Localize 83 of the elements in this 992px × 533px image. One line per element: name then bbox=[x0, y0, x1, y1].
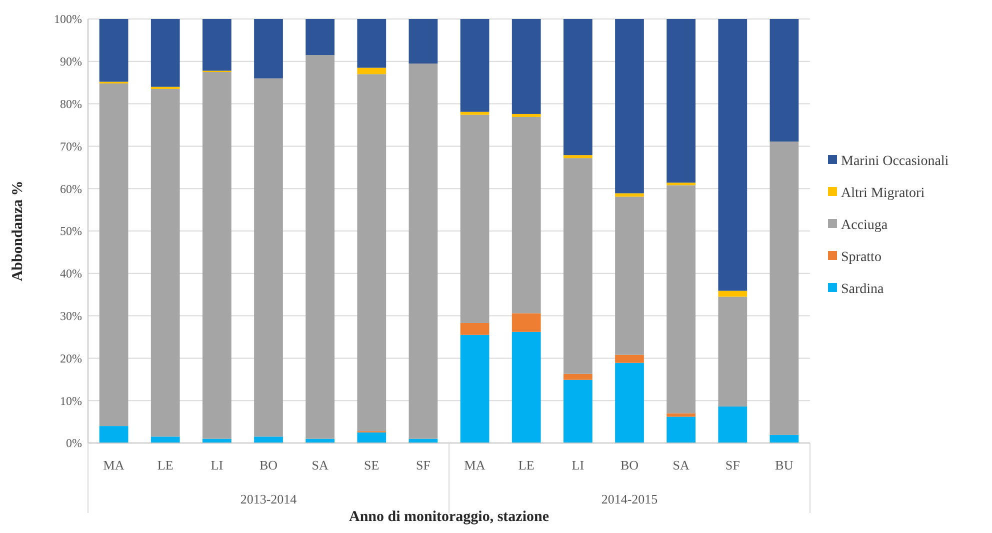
legend-label: Spratto bbox=[841, 250, 882, 265]
bar bbox=[254, 436, 283, 443]
bar bbox=[563, 380, 592, 443]
bar bbox=[512, 313, 541, 332]
bar bbox=[770, 19, 799, 142]
y-tick-label: 60% bbox=[60, 182, 82, 196]
y-tick-label: 100% bbox=[54, 12, 82, 26]
bar bbox=[150, 88, 180, 437]
bar bbox=[563, 374, 592, 380]
x-axis-title: Anno di monitoraggio, stazione bbox=[348, 509, 550, 525]
bar bbox=[408, 19, 438, 64]
bar bbox=[99, 83, 128, 426]
bar bbox=[357, 19, 386, 68]
y-tick-label: 40% bbox=[60, 266, 82, 281]
y-tick-label: 30% bbox=[60, 309, 82, 323]
bar bbox=[460, 114, 490, 324]
bar bbox=[357, 68, 386, 74]
bar bbox=[512, 116, 541, 314]
bar bbox=[666, 19, 696, 183]
y-tick-label: 70% bbox=[60, 139, 82, 154]
bar bbox=[254, 19, 283, 78]
bar bbox=[563, 158, 592, 374]
bar bbox=[563, 19, 592, 156]
bar bbox=[408, 64, 438, 439]
bar bbox=[150, 436, 180, 443]
bar bbox=[150, 19, 180, 87]
bar bbox=[202, 19, 232, 71]
x-tick-label: MA bbox=[103, 458, 125, 473]
bar bbox=[254, 78, 283, 437]
x-tick-label: SE bbox=[364, 458, 380, 473]
x-tick-label: BO bbox=[620, 458, 639, 473]
bar bbox=[512, 114, 541, 117]
bar bbox=[99, 426, 128, 443]
bar bbox=[357, 432, 386, 443]
bar bbox=[615, 354, 644, 363]
x-tick-label: LE bbox=[518, 458, 534, 473]
bar bbox=[99, 19, 128, 82]
bar bbox=[512, 19, 541, 114]
x-tick-label: SA bbox=[672, 458, 690, 473]
x-tick-label: SF bbox=[416, 458, 430, 473]
bar bbox=[512, 332, 541, 443]
bar bbox=[460, 112, 490, 115]
bar bbox=[718, 406, 748, 443]
bar bbox=[666, 182, 696, 186]
bar bbox=[306, 55, 335, 439]
bar bbox=[666, 185, 696, 414]
legend-label: Altri Migratori bbox=[841, 186, 925, 201]
bar bbox=[615, 362, 644, 443]
bar bbox=[770, 142, 799, 435]
bar bbox=[460, 19, 490, 112]
bar bbox=[718, 290, 748, 297]
y-tick-label: 80% bbox=[60, 97, 82, 111]
bar bbox=[460, 334, 490, 443]
x-tick-label: LE bbox=[157, 458, 174, 473]
y-axis-title: Abbondanza % bbox=[10, 180, 26, 282]
bar bbox=[615, 196, 644, 355]
y-tick-label: 10% bbox=[60, 394, 82, 408]
text: 2014-2015 bbox=[601, 492, 658, 507]
y-tick-label: 50% bbox=[60, 224, 82, 238]
x-tick-label: BO bbox=[259, 458, 278, 473]
x-tick-label: BU bbox=[775, 458, 794, 473]
bar bbox=[357, 74, 386, 432]
x-tick-label: SA bbox=[312, 458, 329, 473]
bar bbox=[666, 416, 696, 443]
bar bbox=[563, 155, 592, 158]
x-tick-label: MA bbox=[464, 458, 486, 473]
legend-label: Marini Occasionali bbox=[841, 154, 949, 169]
bar bbox=[718, 19, 748, 291]
bar bbox=[460, 323, 490, 335]
bar bbox=[718, 296, 748, 407]
x-tick-label: LI bbox=[210, 458, 224, 473]
text: 2013-2014 bbox=[240, 492, 298, 507]
y-tick-label: 20% bbox=[60, 351, 82, 366]
legend-label: Sardina bbox=[841, 282, 885, 297]
y-tick-label: 90% bbox=[60, 54, 82, 69]
bar bbox=[202, 72, 232, 439]
bar bbox=[770, 434, 799, 443]
bar bbox=[615, 19, 644, 194]
x-tick-label: SF bbox=[725, 458, 740, 473]
x-tick-label: LI bbox=[572, 458, 584, 473]
bar bbox=[306, 19, 335, 56]
legend-label: Acciuga bbox=[841, 218, 888, 233]
y-tick-label: 0% bbox=[66, 436, 82, 450]
